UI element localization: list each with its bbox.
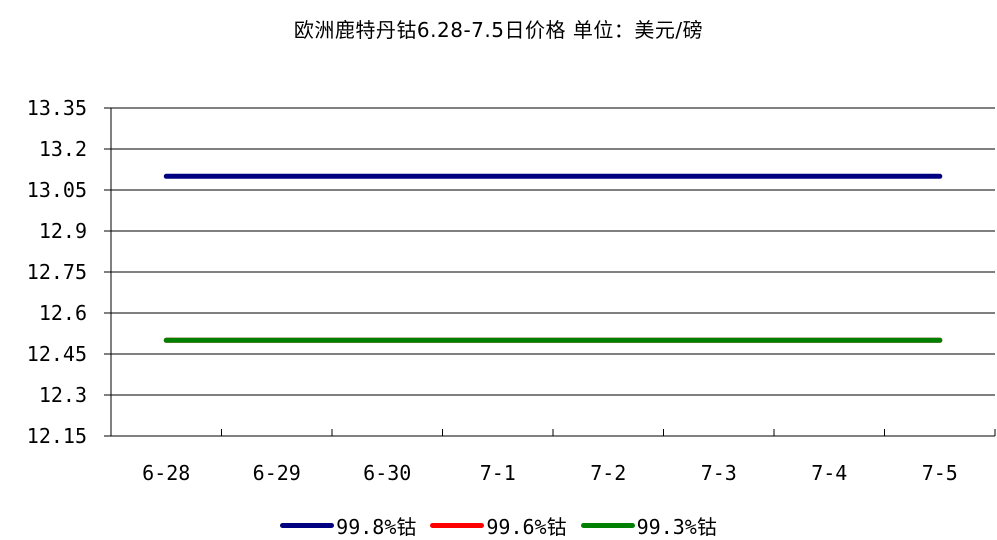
y-tick-label: 13.05 — [27, 178, 87, 202]
axes — [104, 107, 996, 437]
y-tick-label: 12.15 — [27, 424, 87, 448]
gridlines — [111, 107, 995, 396]
legend-swatch — [580, 522, 635, 528]
legend-item: 99.6%钴 — [430, 511, 567, 540]
y-tick-label: 12.6 — [39, 301, 87, 325]
x-tick-label: 7-5 — [922, 461, 958, 485]
legend-label: 99.6%钴 — [486, 514, 567, 539]
legend-label: 99.8%钴 — [336, 514, 417, 539]
y-tick-label: 13.2 — [39, 137, 87, 161]
x-tick-label: 7-1 — [480, 461, 516, 485]
x-tick-label: 7-4 — [811, 461, 847, 485]
legend-swatch — [430, 522, 485, 528]
y-tick-label: 12.75 — [27, 260, 87, 284]
x-tick-label: 6-29 — [253, 461, 301, 485]
y-tick-label: 12.9 — [39, 219, 87, 243]
y-axis-tick-labels: 13.35 13.2 13.05 12.9 12.75 12.6 12.45 12.3 12.1… — [27, 96, 87, 448]
legend-item: 99.3%钴 — [580, 511, 717, 540]
y-tick-label: 13.35 — [27, 96, 87, 120]
legend-item: 99.8%钴 — [280, 511, 416, 540]
legend: 99.8%钴 99.6%钴 99.3%钴 — [0, 510, 997, 540]
x-axis-tick-labels: 6-28 6-29 6-30 7-1 7-2 7-3 7-4 7-5 — [142, 461, 958, 485]
chart-title: 欧洲鹿特丹钴6.28-7.5日价格 单位：美元/磅 — [293, 18, 704, 42]
legend-label: 99.3%钴 — [636, 514, 717, 539]
x-tick-label: 7-3 — [701, 461, 737, 485]
y-tick-label: 12.45 — [27, 342, 87, 366]
series-lines — [163, 173, 943, 343]
legend-swatch — [280, 522, 335, 528]
y-tick-label: 12.3 — [39, 383, 87, 407]
x-tick-label: 7-2 — [590, 461, 626, 485]
x-tick-label: 6-28 — [142, 461, 190, 485]
x-tick-label: 6-30 — [363, 461, 411, 485]
